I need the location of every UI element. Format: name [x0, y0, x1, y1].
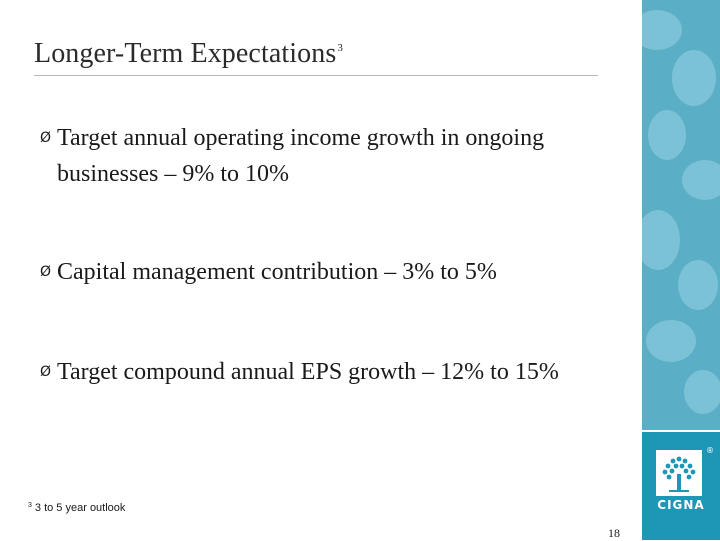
bullet-text: Capital management contribution – 3% to … — [57, 259, 497, 285]
sidebar-pattern — [642, 0, 720, 430]
bullet-text: Target compound annual EPS growth – 12% … — [57, 359, 559, 385]
bullet-item: Ø Target compound annual EPS growth – 12… — [40, 354, 630, 390]
bullet-item: Ø Capital management contribution – 3% t… — [40, 254, 630, 290]
slide-title: Longer-Term Expectations3 — [34, 38, 343, 70]
registered-mark: ® — [706, 446, 714, 455]
cigna-logo-text: CIGNA — [657, 498, 705, 512]
bullet-text: Target annual operating income growth in… — [57, 125, 545, 187]
arrow-bullet-icon: Ø — [40, 364, 52, 380]
title-text: Longer-Term Expectations — [34, 38, 337, 69]
bullet-item: Ø Target annual operating income growth … — [40, 120, 630, 192]
arrow-bullet-icon: Ø — [40, 130, 52, 146]
tree-icon — [656, 450, 702, 496]
title-footnote-marker: 3 — [337, 42, 343, 54]
page-number: 18 — [608, 526, 620, 540]
footnote-marker: 3 — [28, 502, 32, 509]
footnote-text: 3 to 5 year outlook — [34, 502, 126, 514]
arrow-bullet-icon: Ø — [40, 264, 52, 280]
title-divider — [34, 75, 598, 76]
